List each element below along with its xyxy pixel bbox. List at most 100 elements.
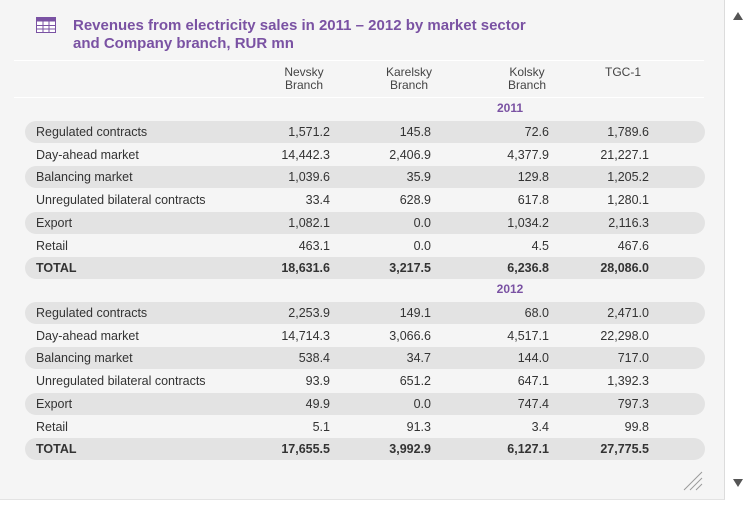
cell-value: 22,298.0 <box>600 329 649 343</box>
cell-value: 2,253.9 <box>288 306 330 320</box>
cell-value: 6,236.8 <box>507 261 549 275</box>
total-row: TOTAL 17,655.5 3,992.9 6,127.1 27,775.5 <box>25 438 705 460</box>
cell-value: 91.3 <box>406 420 431 434</box>
cell-value: 538.4 <box>298 351 330 365</box>
vertical-scrollbar[interactable] <box>726 0 750 500</box>
cell-value: 2,116.3 <box>608 216 649 230</box>
cell-value: 33.4 <box>305 193 330 207</box>
table-row: Export 1,082.1 0.0 1,034.2 2,116.3 <box>25 212 705 234</box>
cell-value: 1,392.3 <box>607 374 649 388</box>
cell-value: 1,789.6 <box>607 125 649 139</box>
cell-value: 49.9 <box>305 397 330 411</box>
cell-value: 144.0 <box>517 351 549 365</box>
cell-value: 3,217.5 <box>389 261 431 275</box>
cell-value: 1,082.1 <box>288 216 330 230</box>
row-label: Balancing market <box>36 351 133 365</box>
cell-value: 797.3 <box>617 397 649 411</box>
table-row: Unregulated bilateral contracts 33.4 628.9… <box>25 189 705 211</box>
scroll-down-arrow-icon[interactable] <box>733 479 743 487</box>
row-label: Export <box>36 216 73 230</box>
table-header: Revenues from electricity sales in 2011 … <box>36 15 716 55</box>
row-label: Unregulated bilateral contracts <box>36 374 206 388</box>
cell-value: 21,227.1 <box>600 148 649 162</box>
total-row: TOTAL 18,631.6 3,217.5 6,236.8 28,086.0 <box>25 257 705 279</box>
cell-value: 0.0 <box>413 397 431 411</box>
year-heading: 2012 <box>496 282 524 296</box>
row-label: Regulated contracts <box>36 306 148 320</box>
cell-value: 617.8 <box>517 193 549 207</box>
row-label: Balancing market <box>36 170 133 184</box>
cell-value: 99.8 <box>624 420 649 434</box>
cell-value: 2,471.0 <box>607 306 649 320</box>
cell-value: 4,377.9 <box>507 148 549 162</box>
table-row: Regulated contracts 2,253.9 149.1 68.0 2,471… <box>25 302 705 324</box>
cell-value: 93.9 <box>305 374 330 388</box>
table-row: Regulated contracts 1,571.2 145.8 72.6 1,789… <box>25 121 705 143</box>
row-label: Retail <box>36 239 68 253</box>
table-row: Day-ahead market 14,442.3 2,406.9 4,377.9 21… <box>25 144 705 166</box>
cell-value: 0.0 <box>413 216 431 230</box>
cell-value: 5.1 <box>312 420 330 434</box>
cell-value: 717.0 <box>617 351 649 365</box>
cell-value: 0.0 <box>413 239 431 253</box>
cell-value: 149.1 <box>399 306 431 320</box>
table-row: Export 49.9 0.0 747.4 797.3 <box>25 393 705 415</box>
cell-value: 14,442.3 <box>281 148 330 162</box>
table-row: Unregulated bilateral contracts 93.9 651.2… <box>25 370 705 392</box>
resize-grip-icon[interactable] <box>682 470 704 492</box>
row-label: TOTAL <box>36 442 77 456</box>
cell-value: 68.0 <box>524 306 549 320</box>
cell-value: 3.4 <box>531 420 549 434</box>
header-divider <box>14 60 704 61</box>
row-label: Retail <box>36 420 68 434</box>
cell-value: 467.6 <box>617 239 649 253</box>
column-header-line-2: Branch <box>389 78 429 92</box>
table-panel: Revenues from electricity sales in 2011 … <box>0 0 725 500</box>
column-header-line-1: TGC-1 <box>605 65 641 79</box>
table-row: Balancing market 538.4 34.7 144.0 717.0 <box>25 347 705 369</box>
row-label: Day-ahead market <box>36 329 139 343</box>
cell-value: 628.9 <box>399 193 431 207</box>
title-line-2: and Company branch, RUR mn <box>73 35 294 52</box>
row-label: Unregulated bilateral contracts <box>36 193 206 207</box>
column-header-line-1: Nevsky <box>284 65 324 79</box>
column-header-line-1: Kolsky <box>509 65 545 79</box>
cell-value: 27,775.5 <box>600 442 649 456</box>
table-icon <box>36 17 56 33</box>
column-header-karelsky: Karelsky Branch <box>374 66 444 92</box>
column-header-divider <box>14 97 704 98</box>
cell-value: 4.5 <box>531 239 549 253</box>
row-label: TOTAL <box>36 261 77 275</box>
cell-value: 17,655.5 <box>281 442 330 456</box>
table-row: Retail 5.1 91.3 3.4 99.8 <box>25 416 705 438</box>
row-label: Regulated contracts <box>36 125 148 139</box>
page-title: Revenues from electricity sales in 2011 … <box>73 17 526 53</box>
cell-value: 4,517.1 <box>507 329 549 343</box>
cell-value: 145.8 <box>399 125 431 139</box>
cell-value: 2,406.9 <box>389 148 431 162</box>
cell-value: 747.4 <box>517 397 549 411</box>
column-header-tgc1: TGC-1 <box>588 66 658 79</box>
table-row: Day-ahead market 14,714.3 3,066.6 4,517.1 22… <box>25 325 705 347</box>
year-heading: 2011 <box>496 101 524 115</box>
cell-value: 463.1 <box>298 239 330 253</box>
cell-value: 72.6 <box>524 125 549 139</box>
column-header-kolsky: Kolsky Branch <box>492 66 562 92</box>
column-header-line-2: Branch <box>507 78 547 92</box>
row-label: Export <box>36 397 73 411</box>
cell-value: 3,066.6 <box>389 329 431 343</box>
title-line-1: Revenues from electricity sales in 2011 … <box>73 17 526 34</box>
cell-value: 14,714.3 <box>281 329 330 343</box>
cell-value: 6,127.1 <box>507 442 549 456</box>
scroll-up-arrow-icon[interactable] <box>733 12 743 20</box>
cell-value: 28,086.0 <box>600 261 649 275</box>
cell-value: 129.8 <box>517 170 549 184</box>
cell-value: 1,571.2 <box>288 125 330 139</box>
cell-value: 1,034.2 <box>507 216 549 230</box>
cell-value: 651.2 <box>399 374 431 388</box>
column-header-nevsky: Nevsky Branch <box>269 66 339 92</box>
row-label: Day-ahead market <box>36 148 139 162</box>
cell-value: 35.9 <box>406 170 431 184</box>
cell-value: 3,992.9 <box>389 442 431 456</box>
table-row: Balancing market 1,039.6 35.9 129.8 1,205.2 <box>25 166 705 188</box>
